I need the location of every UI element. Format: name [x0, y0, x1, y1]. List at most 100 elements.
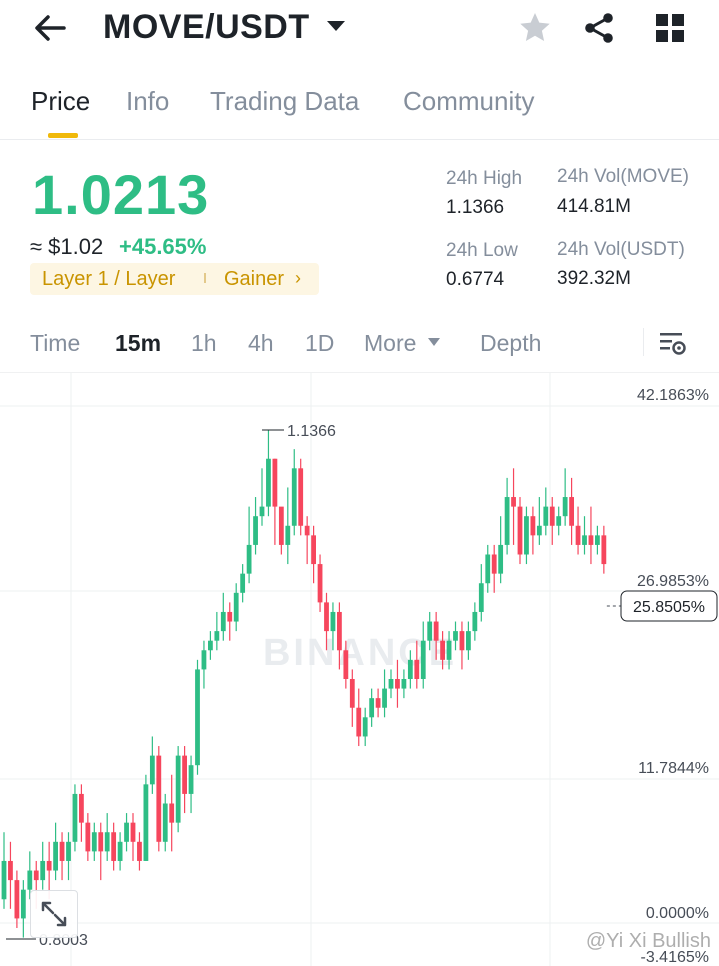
price-change-percent: +45.65% — [119, 234, 207, 259]
candle-body — [549, 506, 555, 526]
interval-more[interactable]: More — [364, 330, 417, 356]
candle-body — [246, 544, 252, 574]
interval-divider — [643, 328, 644, 356]
candle-body — [59, 841, 65, 861]
low-label: 24h Low — [446, 240, 518, 261]
candle-body — [530, 516, 536, 536]
candle-body — [240, 573, 246, 593]
y-axis-label: 11.7844% — [638, 760, 709, 777]
candle-body — [195, 669, 200, 766]
candle-body — [130, 822, 136, 842]
candle-body — [349, 679, 355, 708]
candle-body — [72, 793, 78, 842]
candle-body — [324, 602, 329, 632]
candle-body — [356, 707, 362, 737]
candle-body — [8, 860, 13, 881]
candle-body — [85, 822, 91, 852]
interval-divider-line — [0, 372, 719, 373]
candle-body — [556, 516, 562, 526]
candle-body — [582, 535, 587, 545]
candle-body — [182, 755, 187, 794]
low-value: 0.6774 — [446, 269, 505, 290]
y-axis-label: 26.9853% — [637, 573, 709, 590]
candle-body — [420, 640, 426, 679]
high-marker-label: 1.1366 — [287, 423, 336, 440]
candle-body — [343, 650, 349, 679]
tab-community[interactable]: Community — [403, 86, 535, 116]
candle-body — [298, 468, 304, 526]
candle-body — [33, 870, 39, 881]
candle-body — [330, 611, 336, 632]
interval-15m[interactable]: 15m — [115, 330, 162, 356]
tab-trading-data[interactable]: Trading Data — [210, 86, 360, 116]
expand-chart-button[interactable] — [30, 890, 78, 938]
y-axis-label: 42.1863% — [637, 387, 709, 404]
candle-body — [601, 535, 607, 565]
candle-body — [491, 554, 497, 574]
candle-body — [175, 755, 181, 823]
candle-body — [208, 640, 213, 651]
chart-grid — [0, 373, 719, 966]
candle-body — [453, 631, 458, 641]
star-icon[interactable] — [517, 10, 553, 46]
candle-body — [278, 506, 284, 545]
candle-body — [485, 554, 491, 584]
candle-body — [382, 688, 387, 708]
interval-depth[interactable]: Depth — [480, 330, 542, 356]
candle-body — [227, 611, 233, 622]
vol-quote-value: 392.32M — [557, 268, 631, 289]
candle-body — [317, 564, 323, 603]
candlestick-chart[interactable]: BINANCE 42.1863%26.9853%11.7844%0.0000%-… — [0, 373, 719, 966]
back-arrow-icon[interactable] — [30, 10, 70, 46]
interval-time[interactable]: Time — [30, 330, 81, 356]
interval-4h[interactable]: 4h — [248, 330, 274, 356]
candle-body — [285, 525, 291, 545]
candle-body — [524, 516, 529, 555]
vol-quote-label: 24h Vol(USDT) — [557, 239, 685, 260]
candle-body — [214, 631, 220, 641]
candle-body — [1, 860, 7, 900]
candle-body — [407, 659, 413, 679]
interval-1d[interactable]: 1D — [305, 330, 335, 356]
candle-body — [266, 458, 271, 507]
tag-bar — [30, 263, 319, 295]
tag-gainer[interactable]: Gainer — [224, 268, 285, 290]
more-caret-down-icon[interactable] — [427, 337, 441, 347]
candle-body — [311, 535, 316, 565]
tab-price[interactable]: Price — [31, 86, 91, 116]
chart-settings-icon[interactable] — [657, 328, 687, 358]
candle-body — [401, 679, 407, 689]
candle-body — [98, 832, 104, 852]
chevron-right-icon[interactable]: › — [295, 268, 301, 288]
candle-body — [53, 841, 58, 871]
candle-body — [149, 755, 155, 785]
tab-info[interactable]: Info — [126, 86, 170, 116]
pair-title[interactable]: MOVE/USDT — [103, 8, 310, 46]
share-icon[interactable] — [581, 10, 617, 46]
candle-body — [517, 506, 523, 555]
tag-category[interactable]: Layer 1 / Layer — [42, 268, 176, 290]
candle-body — [259, 506, 265, 517]
candle-body — [117, 841, 123, 861]
interval-1h[interactable]: 1h — [191, 330, 217, 356]
candle-body — [27, 870, 33, 890]
y-axis-label: -3.4165% — [641, 949, 710, 966]
candle-body — [543, 506, 549, 526]
candle-body — [562, 497, 568, 517]
current-price-label: 25.8505% — [633, 599, 705, 616]
active-tab-indicator — [48, 133, 78, 138]
candle-body — [478, 583, 484, 612]
candle-body — [104, 832, 110, 852]
caret-down-icon[interactable] — [325, 17, 347, 35]
candle-body — [162, 803, 168, 842]
candle-body — [536, 525, 542, 536]
grid-icon[interactable] — [652, 10, 688, 46]
candle-body — [291, 468, 297, 526]
candle-body — [156, 755, 162, 842]
candle-body — [46, 860, 52, 871]
candle-body — [143, 784, 149, 861]
candle-body — [498, 544, 504, 574]
high-value: 1.1366 — [446, 197, 505, 218]
tabs-divider — [0, 139, 719, 140]
candle-body — [124, 822, 129, 842]
